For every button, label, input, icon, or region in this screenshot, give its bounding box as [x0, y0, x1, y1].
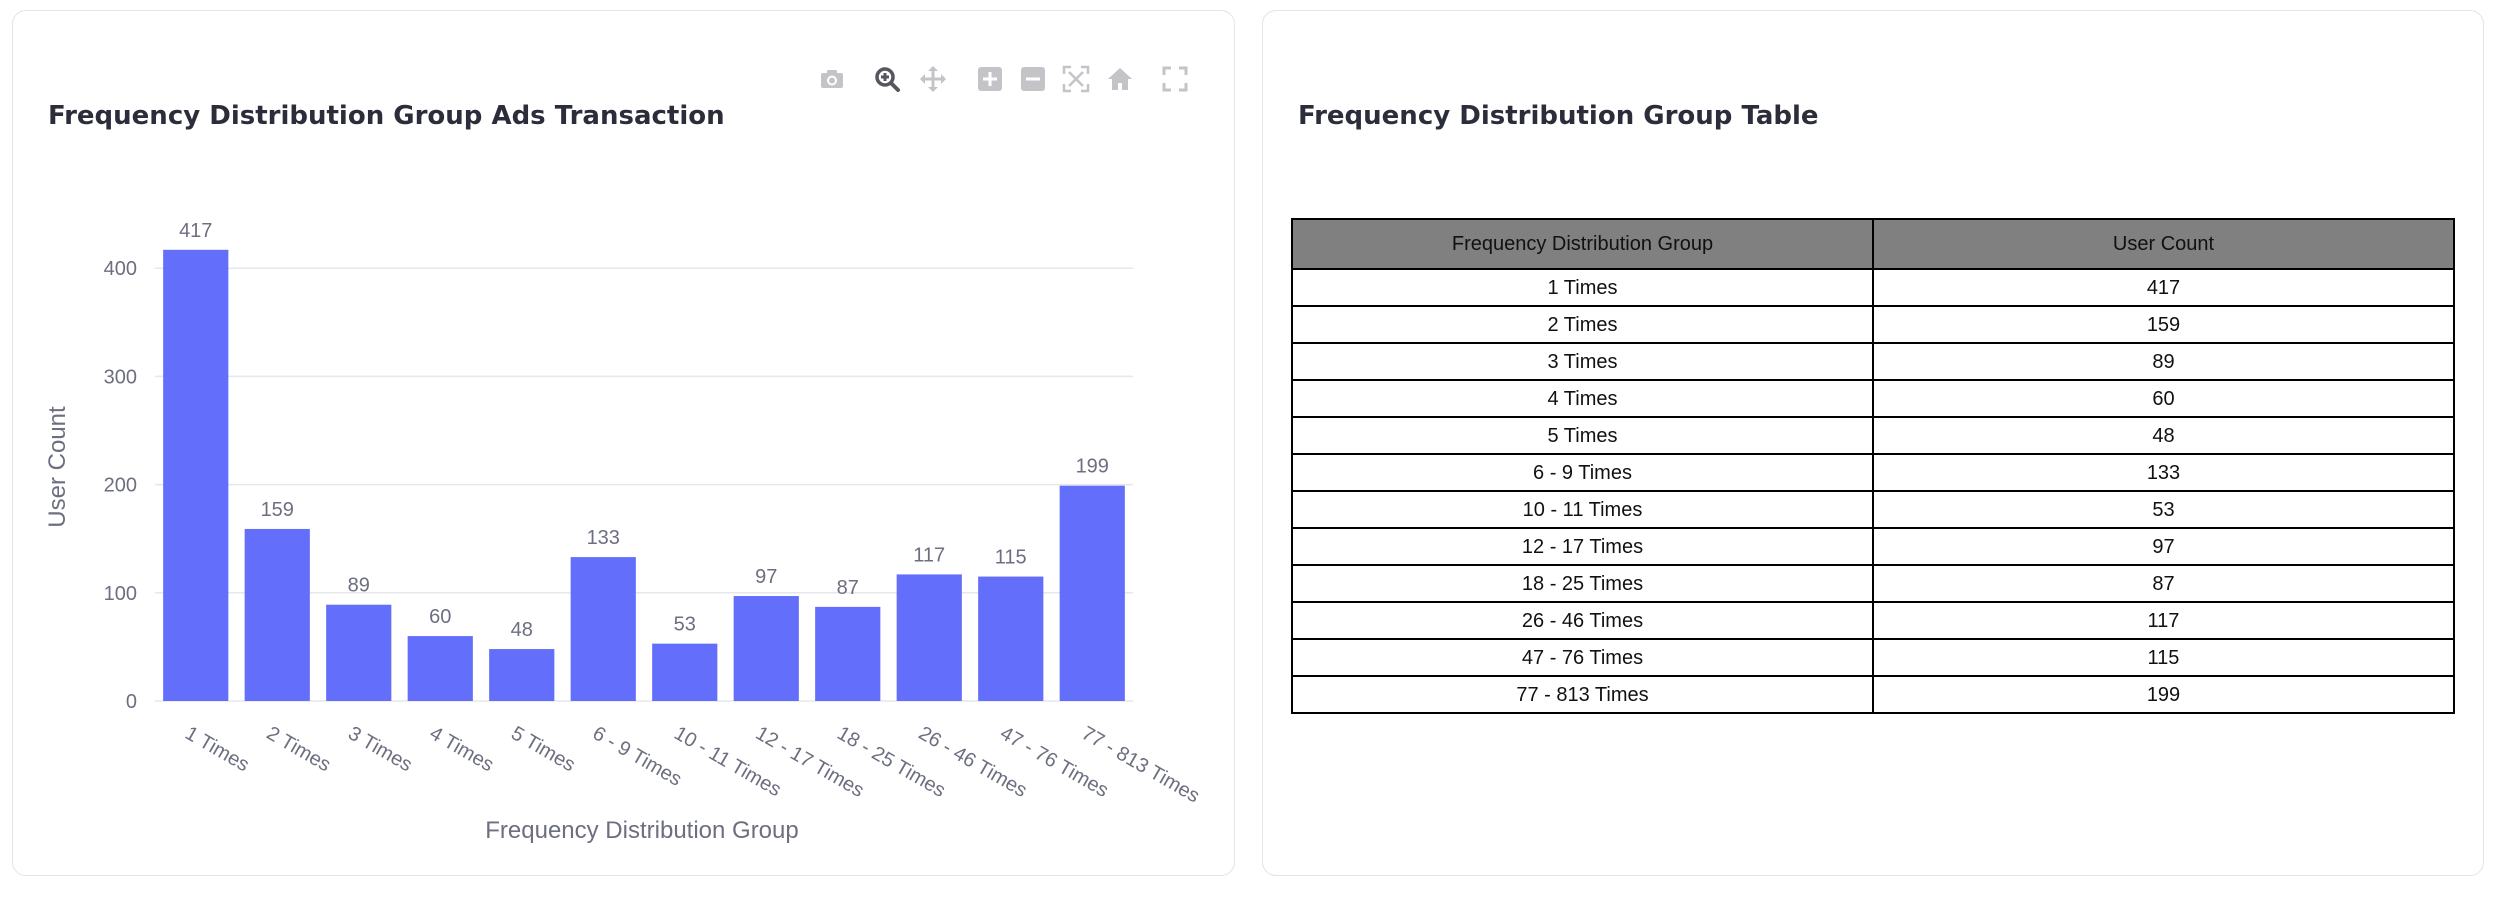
- user-count-cell: 199: [1872, 675, 2455, 714]
- user-count-cell: 117: [1872, 601, 2455, 640]
- data-label: 417: [179, 220, 212, 242]
- bar[interactable]: [244, 528, 310, 701]
- frequency-group-cell: 2 Times: [1291, 305, 1874, 344]
- frequency-table: Frequency Distribution Group User Count …: [1291, 218, 2455, 714]
- y-axis-title: User Count: [44, 406, 71, 528]
- x-axis-title: Frequency Distribution Group: [485, 817, 798, 844]
- autoscale-icon[interactable]: [1062, 65, 1090, 93]
- table-row: 18 - 25 Times 87: [1291, 564, 2455, 603]
- user-count-cell: 53: [1872, 490, 2455, 529]
- chart-title: Frequency Distribution Group Ads Transac…: [48, 101, 725, 131]
- table-title: Frequency Distribution Group Table: [1298, 101, 1819, 131]
- home-icon[interactable]: [1106, 65, 1134, 93]
- frequency-group-cell: 4 Times: [1291, 379, 1874, 418]
- fullscreen-icon[interactable]: [1161, 65, 1189, 93]
- chart-card: Frequency Distribution Group Ads Transac…: [12, 10, 1235, 876]
- x-tick-label: 2 Times: [263, 722, 335, 776]
- bar[interactable]: [163, 249, 229, 701]
- table-row: 4 Times 60: [1291, 379, 2455, 418]
- data-label: 60: [429, 606, 451, 628]
- data-labels: 417 159 89 60 48 133 53 97 87 117 115 199: [179, 220, 1109, 641]
- data-label: 89: [348, 575, 370, 597]
- bar[interactable]: [652, 643, 718, 701]
- bar[interactable]: [407, 636, 473, 701]
- table-row: 26 - 46 Times 117: [1291, 601, 2455, 640]
- frequency-group-cell: 77 - 813 Times: [1291, 675, 1874, 714]
- data-label: 117: [913, 544, 945, 566]
- zoom-in-icon[interactable]: [976, 65, 1004, 93]
- table-card: Frequency Distribution Group Table Frequ…: [1262, 10, 2484, 876]
- x-tick-label: 5 Times: [507, 722, 579, 776]
- user-count-cell: 417: [1872, 268, 2455, 307]
- table-row: 6 - 9 Times 133: [1291, 453, 2455, 492]
- bar[interactable]: [1059, 485, 1125, 701]
- frequency-group-cell: 26 - 46 Times: [1291, 601, 1874, 640]
- pan-icon[interactable]: [919, 65, 947, 93]
- frequency-group-cell: 10 - 11 Times: [1291, 490, 1874, 529]
- bars: [163, 249, 1125, 701]
- data-label: 53: [674, 614, 696, 636]
- frequency-group-cell: 6 - 9 Times: [1291, 453, 1874, 492]
- y-tick-label: 200: [104, 475, 137, 497]
- table-row: 3 Times 89: [1291, 342, 2455, 381]
- user-count-cell: 159: [1872, 305, 2455, 344]
- bar-chart: 417 159 89 60 48 133 53 97 87 117 115 199 0 100 200 30…: [44, 220, 1203, 844]
- data-label: 159: [261, 499, 294, 521]
- header-user-count: User Count: [1872, 218, 2455, 270]
- zoom-icon[interactable]: [873, 65, 901, 93]
- x-tick-label: 1 Times: [181, 722, 253, 776]
- x-tick-label: 3 Times: [344, 722, 416, 776]
- table-row: 5 Times 48: [1291, 416, 2455, 455]
- bar[interactable]: [978, 576, 1044, 701]
- y-tick-label: 100: [104, 583, 137, 605]
- bar[interactable]: [326, 604, 392, 701]
- x-tick-label: 4 Times: [426, 722, 498, 776]
- user-count-cell: 115: [1872, 638, 2455, 677]
- x-axis-ticks: 1 Times 2 Times 3 Times 4 Times 5 Times 6 - 9…: [181, 722, 1203, 807]
- user-count-cell: 48: [1872, 416, 2455, 455]
- table-row: 47 - 76 Times 115: [1291, 638, 2455, 677]
- y-tick-label: 400: [104, 258, 137, 280]
- y-axis-ticks: 0 100 200 300 400: [104, 258, 137, 713]
- data-label: 133: [587, 527, 620, 549]
- table-header-row: Frequency Distribution Group User Count: [1291, 218, 2455, 270]
- frequency-group-cell: 1 Times: [1291, 268, 1874, 307]
- y-tick-label: 0: [126, 691, 137, 713]
- data-label: 87: [837, 577, 859, 599]
- frequency-group-cell: 47 - 76 Times: [1291, 638, 1874, 677]
- x-tick-label: 6 - 9 Times: [589, 722, 686, 791]
- data-label: 48: [511, 619, 533, 641]
- bar[interactable]: [815, 606, 881, 701]
- table-row: 10 - 11 Times 53: [1291, 490, 2455, 529]
- user-count-cell: 97: [1872, 527, 2455, 566]
- bar[interactable]: [570, 557, 636, 701]
- frequency-group-cell: 12 - 17 Times: [1291, 527, 1874, 566]
- table-row: 12 - 17 Times 97: [1291, 527, 2455, 566]
- data-label: 199: [1076, 456, 1109, 478]
- table-row: 77 - 813 Times 199: [1291, 675, 2455, 714]
- frequency-group-cell: 18 - 25 Times: [1291, 564, 1874, 603]
- header-frequency-group: Frequency Distribution Group: [1291, 218, 1874, 270]
- frequency-group-cell: 3 Times: [1291, 342, 1874, 381]
- table-row: 1 Times 417: [1291, 268, 2455, 307]
- table-row: 2 Times 159: [1291, 305, 2455, 344]
- user-count-cell: 60: [1872, 379, 2455, 418]
- user-count-cell: 133: [1872, 453, 2455, 492]
- bar[interactable]: [733, 596, 799, 701]
- camera-icon[interactable]: [818, 65, 846, 93]
- bar[interactable]: [896, 574, 962, 701]
- user-count-cell: 89: [1872, 342, 2455, 381]
- bar[interactable]: [489, 649, 555, 701]
- grid-lines: [155, 267, 1133, 702]
- zoom-out-icon[interactable]: [1019, 65, 1047, 93]
- frequency-group-cell: 5 Times: [1291, 416, 1874, 455]
- data-label: 115: [995, 547, 1027, 569]
- data-label: 97: [755, 566, 777, 588]
- user-count-cell: 87: [1872, 564, 2455, 603]
- y-tick-label: 300: [104, 366, 137, 388]
